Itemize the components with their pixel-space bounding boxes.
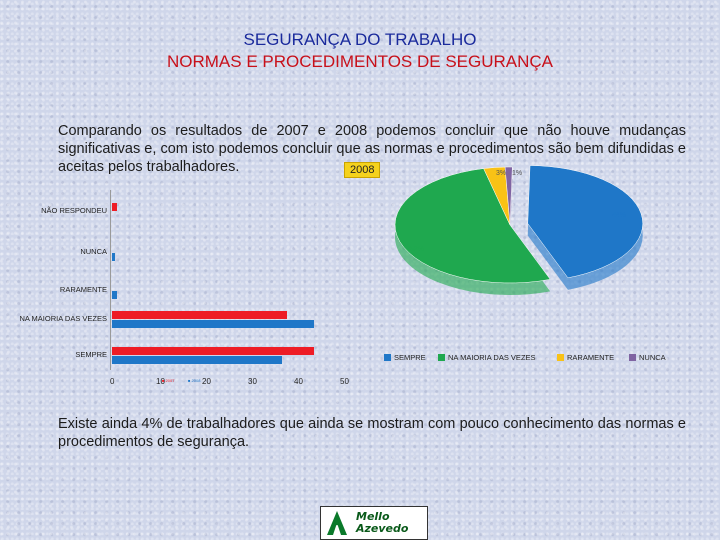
x-tick-label: 30 — [248, 377, 257, 386]
pie-slice — [504, 166, 513, 226]
page-subtitle: NORMAS E PROCEDIMENTOS DE SEGURANÇA — [166, 52, 554, 71]
logo-mark-icon — [321, 508, 353, 538]
legend-swatch — [384, 354, 391, 361]
x-tick-label: 40 — [294, 377, 303, 386]
pie-label-maioria: 52% — [410, 246, 425, 253]
legend-swatch — [629, 354, 636, 361]
bar-2008 — [112, 320, 315, 328]
footer-paragraph: Existe ainda 4% de trabalhadores que ain… — [58, 416, 686, 450]
bar-legend-2007: ■ 2007 — [162, 378, 175, 383]
bar-legend-2008: ■ 2008 — [188, 378, 201, 383]
legend-swatch — [438, 354, 445, 361]
pie-label-nunca: 1% — [512, 170, 523, 177]
pie-label-raramente: 3% — [496, 170, 507, 177]
bar-2007 — [112, 203, 117, 211]
page-title: SEGURANÇA DO TRABALHO — [243, 30, 477, 49]
logo-text-line2: Azevedo — [356, 522, 409, 535]
x-tick-label: 50 — [340, 377, 349, 386]
pie-legend-maioria: NA MAIORIA DAS VEZES — [438, 353, 536, 362]
bar-2007 — [112, 347, 315, 355]
pie-legend-nunca: NUNCA — [629, 353, 666, 362]
bar-2008 — [112, 356, 283, 364]
x-tick-label: 20 — [202, 377, 211, 386]
legend-swatch — [557, 354, 564, 361]
pie-chart — [394, 165, 643, 295]
bar-2007 — [112, 311, 287, 319]
bar-category-label: NA MAIORIA DAS VEZES — [19, 314, 107, 323]
intro-paragraph: Comparando os resultados de 2007 e 2008 … — [58, 123, 686, 175]
pie-slice — [527, 165, 643, 279]
logo-text-line1: Mello — [356, 510, 390, 523]
x-tick-label: 10 — [156, 377, 165, 386]
bar-chart-axis — [110, 190, 111, 370]
pie-label-sempre: 44% — [612, 212, 627, 219]
bar-2008 — [112, 253, 115, 261]
bar-category-label: RARAMENTE — [59, 285, 107, 294]
pie-legend-sempre: SEMPRE — [384, 353, 426, 362]
x-tick-label: 0 — [110, 377, 115, 386]
bar-category-label: NÃO RESPONDEU — [41, 206, 107, 215]
pie-year-tag: 2008 — [344, 162, 381, 178]
pie-slice — [394, 168, 551, 284]
mello-azevedo-logo: Mello Azevedo — [320, 506, 428, 540]
bar-category-label: NUNCA — [80, 247, 107, 256]
bar-category-label: SEMPRE — [75, 350, 107, 359]
pie-legend-raramente: RARAMENTE — [557, 353, 614, 362]
bar-2008 — [112, 291, 117, 299]
